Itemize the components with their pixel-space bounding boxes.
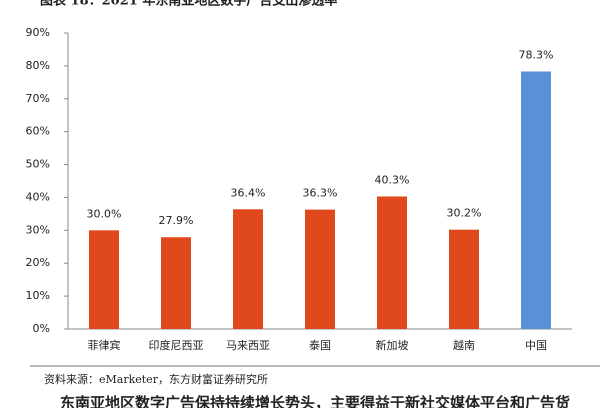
y-tick-label: 50%	[26, 158, 50, 171]
value-label: 40.3%	[375, 173, 410, 186]
y-tick-label: 0%	[33, 322, 50, 335]
x-tick-label: 印度尼西亚	[149, 338, 204, 352]
value-label: 30.0%	[87, 207, 122, 220]
x-tick-label: 泰国	[309, 338, 331, 352]
bar	[305, 209, 335, 329]
y-tick-label: 80%	[26, 59, 50, 72]
y-tick-label: 60%	[26, 125, 50, 138]
y-tick-label: 30%	[26, 223, 50, 236]
source: 资料来源：eMarketer，东方财富证券研究所	[44, 372, 268, 386]
bar	[377, 196, 407, 329]
value-label: 30.2%	[447, 207, 482, 220]
value-label: 78.3%	[519, 48, 554, 61]
y-tick-label: 90%	[26, 26, 50, 39]
bar	[161, 237, 191, 329]
bar	[521, 71, 551, 329]
x-tick-label: 新加坡	[376, 338, 409, 352]
x-tick-label: 菲律宾	[88, 338, 121, 352]
bar	[233, 209, 263, 329]
value-label: 27.9%	[159, 214, 194, 227]
value-label: 36.3%	[303, 187, 338, 200]
value-label: 36.4%	[231, 186, 266, 199]
y-tick-label: 40%	[26, 190, 50, 203]
x-tick-label: 中国	[525, 339, 547, 352]
x-tick-label: 越南	[453, 338, 475, 352]
bar	[89, 230, 119, 329]
body-text: 东南亚地区数字广告保持持续增长势头，主要得益于新社交媒体平台和广告货	[60, 394, 570, 408]
x-tick-label: 马来西亚	[226, 339, 270, 352]
y-tick-label: 10%	[26, 289, 50, 302]
y-tick-label: 70%	[26, 92, 50, 105]
caption: 图表 18：2021 年东南亚地区数字广告支出渗透率	[40, 0, 337, 9]
y-tick-label: 20%	[26, 256, 50, 269]
bar	[449, 229, 479, 329]
